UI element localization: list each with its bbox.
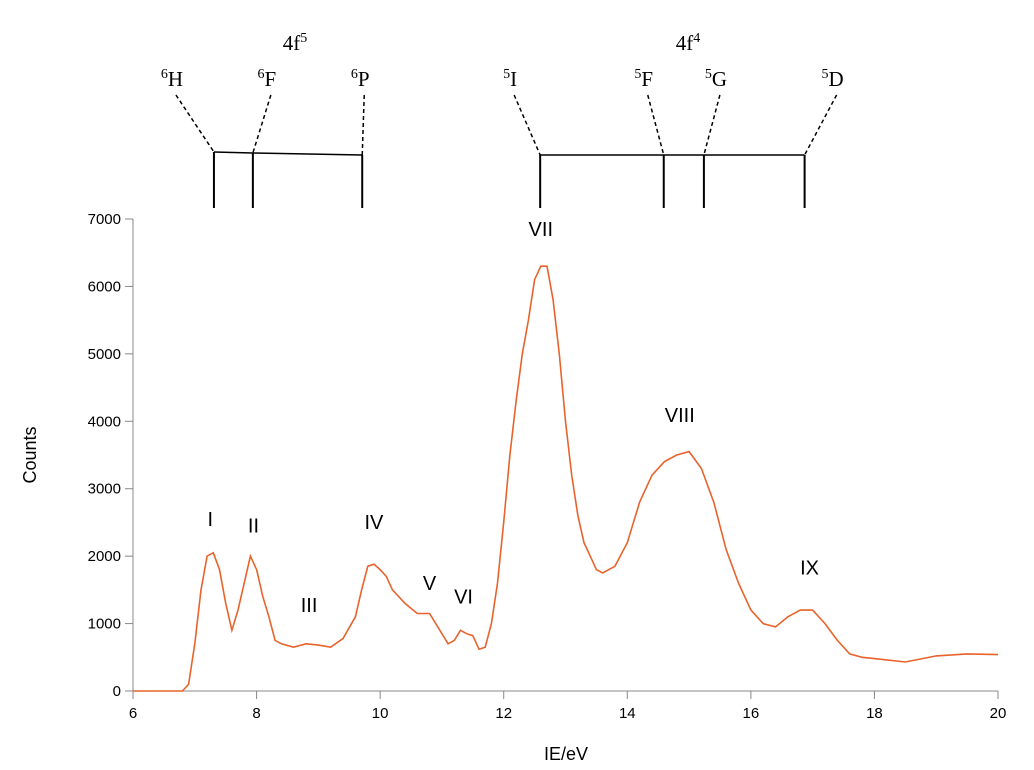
level-dash bbox=[513, 94, 541, 156]
x-tick-label: 8 bbox=[252, 705, 260, 722]
state-label: 5F bbox=[634, 67, 653, 91]
level-dash bbox=[175, 94, 215, 153]
config-text: 4f bbox=[676, 31, 694, 55]
state-label: 5I bbox=[503, 67, 517, 91]
x-tick-label: 14 bbox=[619, 705, 636, 722]
state-sup: 5 bbox=[634, 67, 641, 82]
y-tick-label: 0 bbox=[113, 683, 121, 700]
state-text: H bbox=[168, 67, 183, 91]
state-sup: 6 bbox=[258, 67, 265, 82]
x-axis-label: IE/eV bbox=[544, 744, 588, 764]
y-tick-label: 1000 bbox=[88, 616, 121, 633]
x-tick-label: 12 bbox=[495, 705, 512, 722]
peak-label: V bbox=[423, 573, 437, 595]
y-tick-label: 2000 bbox=[88, 548, 121, 565]
x-tick-label: 16 bbox=[743, 705, 760, 722]
y-tick-label: 7000 bbox=[88, 211, 121, 228]
state-sup: 5 bbox=[503, 67, 510, 82]
peak-label: III bbox=[301, 595, 318, 617]
state-text: F bbox=[265, 67, 277, 91]
config-text: 4f bbox=[283, 31, 301, 55]
level-dash bbox=[361, 94, 365, 156]
state-sup: 5 bbox=[705, 67, 712, 82]
level-dash bbox=[803, 94, 838, 156]
state-text: I bbox=[510, 67, 517, 91]
state-text: G bbox=[712, 67, 727, 91]
y-axis-label: Counts bbox=[20, 426, 40, 483]
y-tick-label: 4000 bbox=[88, 413, 121, 430]
state-label: 5G bbox=[705, 67, 727, 91]
level-connector bbox=[213, 151, 363, 156]
peak-label: II bbox=[248, 516, 259, 538]
config-label: 4f4 bbox=[676, 31, 701, 55]
state-label: 5D bbox=[822, 67, 844, 91]
config-sup: 5 bbox=[300, 31, 307, 46]
peak-label: IV bbox=[365, 512, 385, 534]
peak-label: VIII bbox=[665, 405, 695, 427]
x-tick-label: 20 bbox=[990, 705, 1007, 722]
state-sup: 5 bbox=[822, 67, 829, 82]
state-text: P bbox=[358, 67, 370, 91]
state-text: D bbox=[829, 67, 844, 91]
state-label: 6P bbox=[351, 67, 370, 91]
state-label: 6H bbox=[161, 67, 183, 91]
level-dash bbox=[647, 94, 665, 156]
x-tick-label: 6 bbox=[129, 705, 137, 722]
y-tick-label: 5000 bbox=[88, 346, 121, 363]
state-text: F bbox=[641, 67, 653, 91]
y-tick-label: 6000 bbox=[88, 278, 121, 295]
state-sup: 6 bbox=[351, 67, 358, 82]
peak-label: VII bbox=[529, 219, 553, 241]
state-sup: 6 bbox=[161, 67, 168, 82]
peak-label: I bbox=[207, 509, 213, 531]
level-dash bbox=[252, 94, 272, 154]
peak-label: IX bbox=[800, 557, 819, 579]
x-tick-label: 18 bbox=[866, 705, 883, 722]
x-tick-label: 10 bbox=[372, 705, 389, 722]
config-label: 4f5 bbox=[283, 31, 308, 55]
spectrum-line bbox=[133, 265, 999, 692]
y-tick-label: 3000 bbox=[88, 481, 121, 498]
level-dash bbox=[703, 94, 721, 156]
config-sup: 4 bbox=[693, 31, 700, 46]
peak-label: VI bbox=[454, 586, 473, 608]
state-label: 6F bbox=[258, 67, 277, 91]
